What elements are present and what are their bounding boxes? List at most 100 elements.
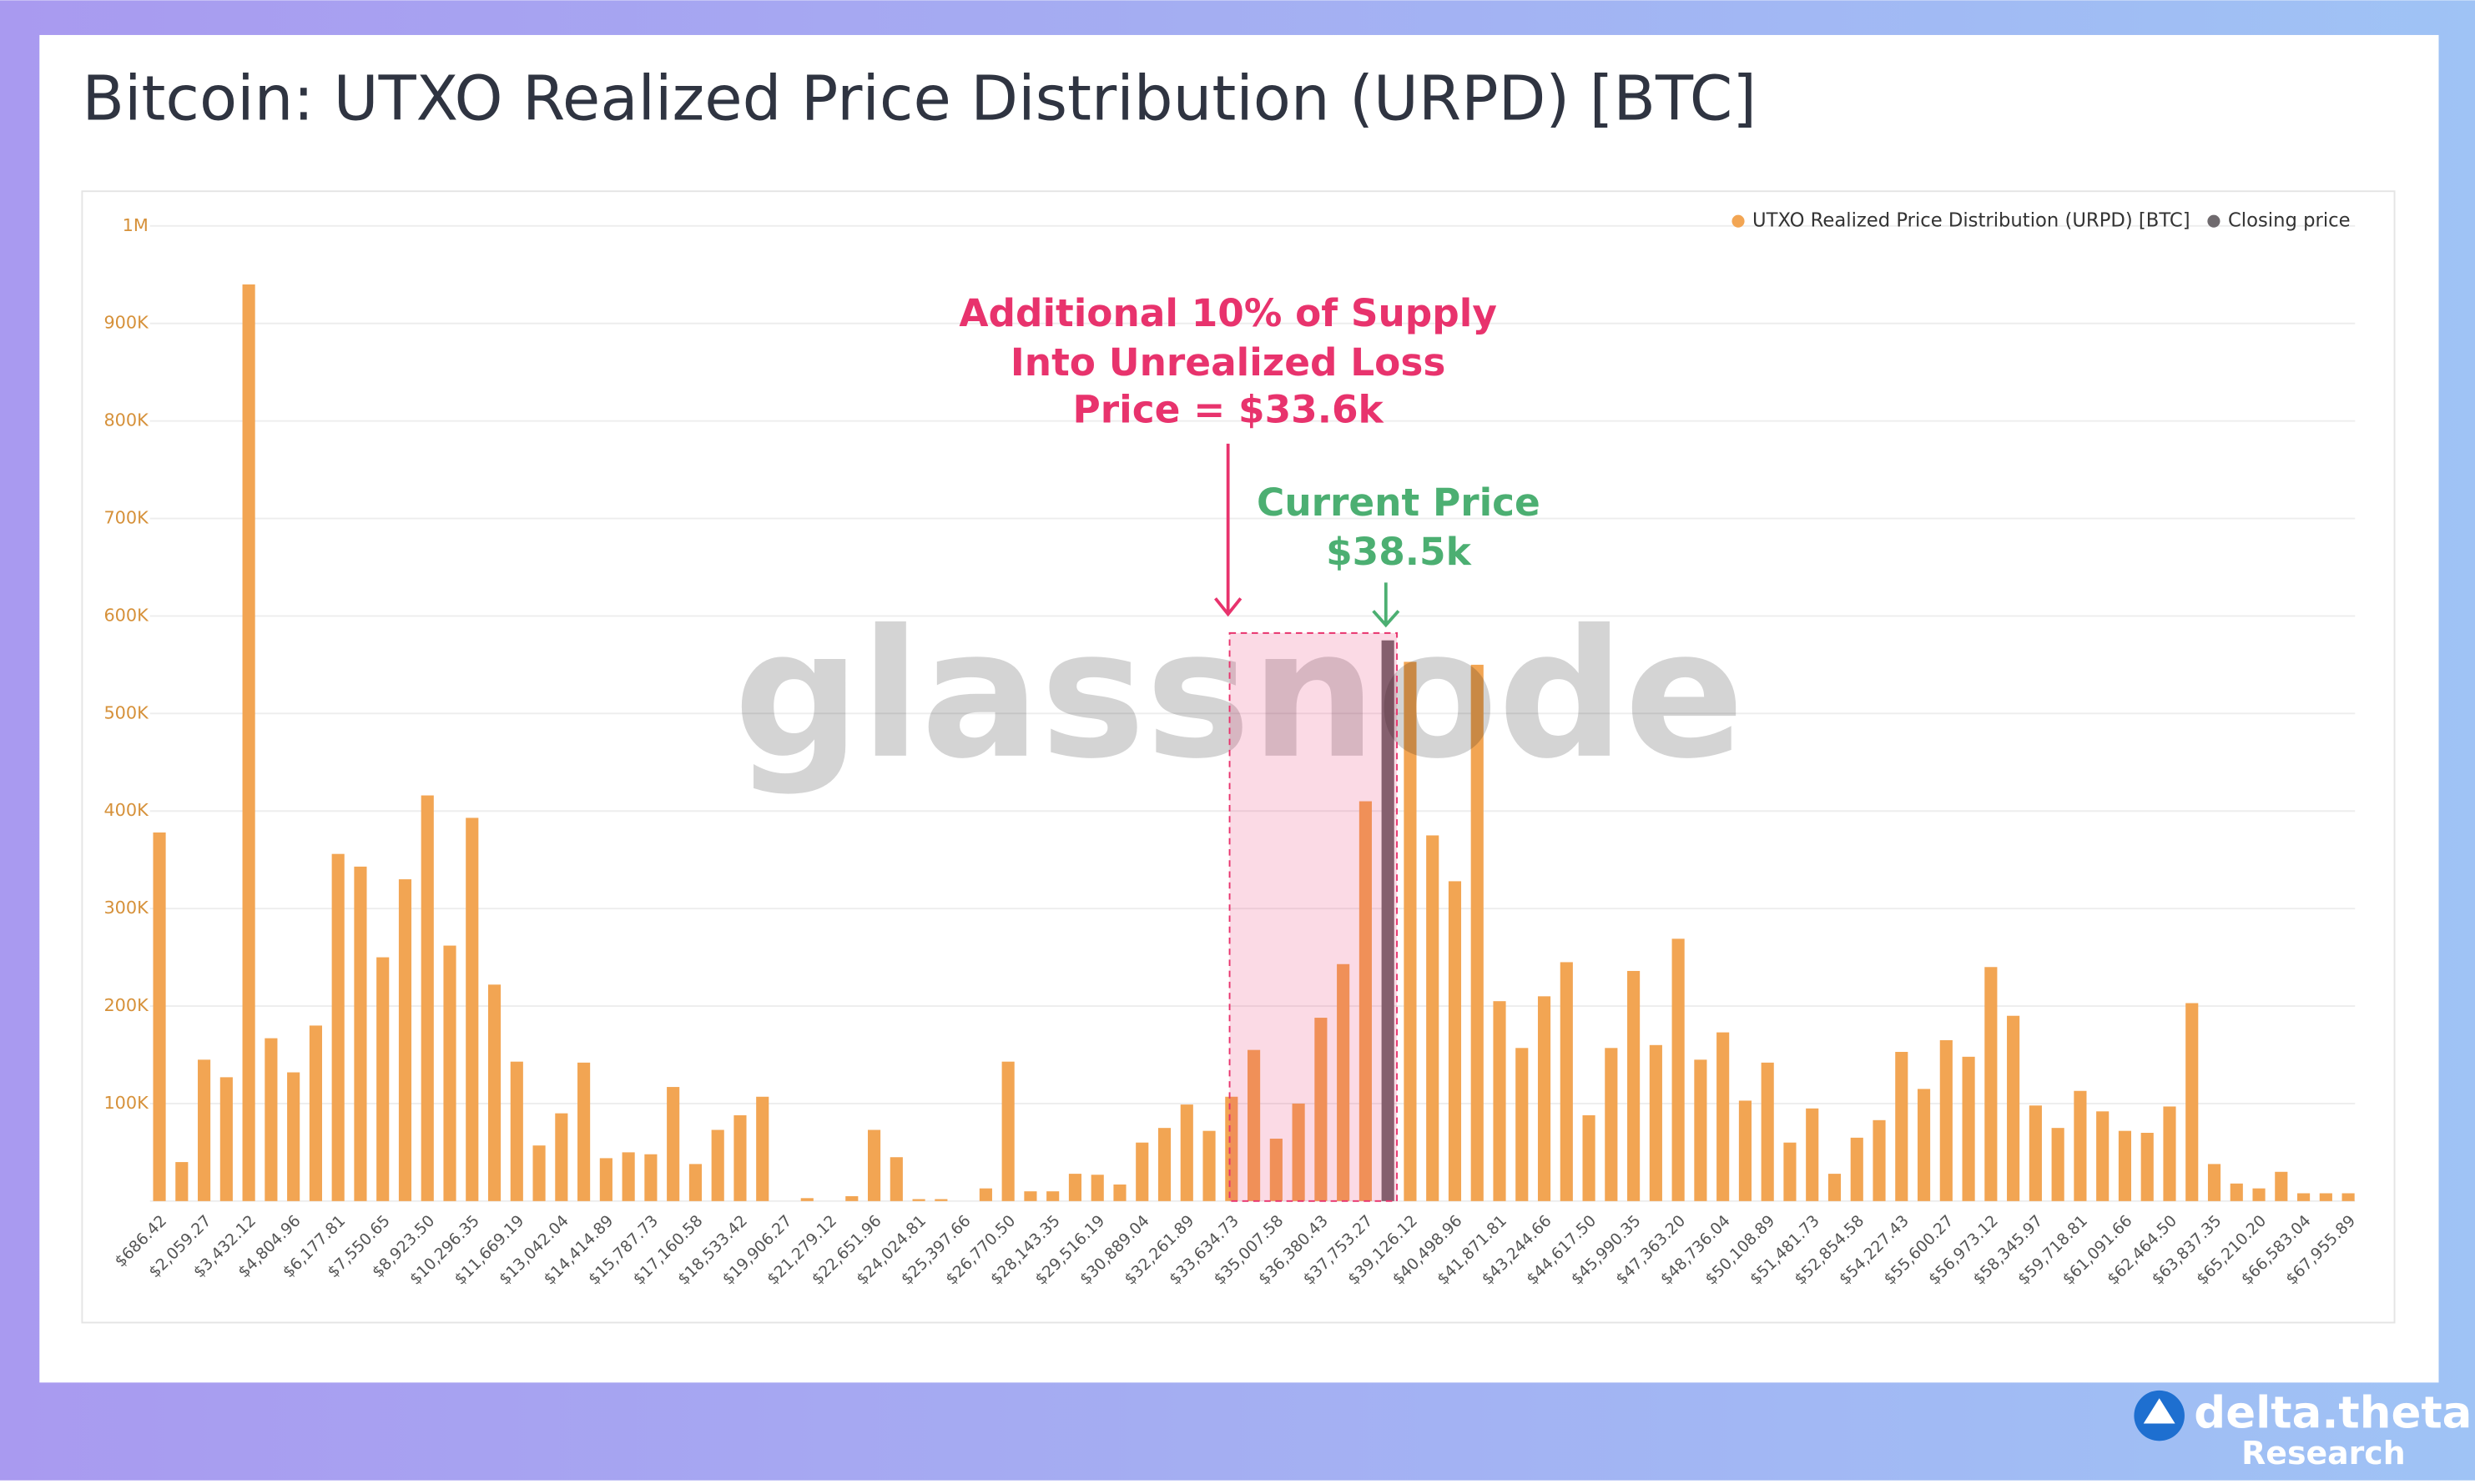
logo-icon: [2143, 1398, 2175, 1424]
y-tick-label: 900K: [103, 313, 149, 333]
bar: [1470, 664, 1484, 1201]
bar: [2252, 1188, 2266, 1201]
y-tick-label: 500K: [103, 702, 149, 722]
bar: [1381, 640, 1394, 1201]
annotation: Additional 10% of Supply: [959, 291, 1497, 335]
bar: [1627, 970, 1641, 1201]
bar: [1738, 1100, 1752, 1201]
bar: [845, 1195, 859, 1201]
bar: [2118, 1130, 2132, 1201]
bar: [510, 1061, 523, 1201]
bar: [2275, 1171, 2288, 1201]
bar: [1046, 1191, 1060, 1201]
bar: [2207, 1164, 2221, 1201]
bar: [912, 1199, 925, 1201]
annotation: Into Unrealized Loss: [1011, 340, 1445, 385]
bar: [1560, 962, 1573, 1201]
bar: [1157, 1128, 1172, 1201]
bar: [421, 795, 434, 1201]
bar: [599, 1158, 612, 1201]
bar: [1202, 1130, 1216, 1201]
bar: [2096, 1111, 2110, 1201]
y-tick-label: 300K: [103, 898, 149, 918]
bar: [1024, 1191, 1037, 1201]
bar: [644, 1154, 658, 1201]
bar: [733, 1114, 747, 1201]
bar: [354, 866, 367, 1201]
bar: [1404, 662, 1417, 1201]
y-tick-label: 600K: [103, 605, 149, 625]
y-tick-label: 200K: [103, 995, 149, 1015]
highlight-region: [1228, 631, 1398, 1202]
bar: [935, 1199, 948, 1201]
bar: [1962, 1056, 1975, 1201]
bar: [398, 879, 412, 1201]
bar: [1850, 1137, 1863, 1201]
plot-frame: [81, 190, 2396, 1324]
annotation: Current Price: [1257, 480, 1540, 525]
bar: [2163, 1106, 2176, 1201]
brand-subtitle: Research: [2241, 1435, 2406, 1471]
logo: delta.theta Research: [2134, 1388, 2472, 1471]
annotation: $38.5k: [1326, 530, 1473, 574]
watermark: glassnode: [733, 591, 1744, 797]
bar: [1136, 1142, 1149, 1201]
y-tick-label: 800K: [103, 410, 149, 430]
bar: [466, 817, 479, 1201]
bar: [1783, 1142, 1797, 1201]
bar: [1895, 1051, 1908, 1201]
bar: [1806, 1108, 1819, 1201]
chart-title: Bitcoin: UTXO Realized Price Distributio…: [82, 63, 1757, 134]
bar: [1671, 938, 1685, 1201]
legend-label: Closing price: [2228, 210, 2351, 232]
brand-name: delta.theta: [2194, 1388, 2472, 1439]
bar: [2029, 1105, 2042, 1201]
bar: [1716, 1032, 1730, 1201]
bar: [1761, 1062, 1774, 1201]
bar: [1984, 967, 1998, 1201]
bar: [376, 957, 390, 1201]
bar: [1113, 1184, 1127, 1201]
bar: [2319, 1193, 2332, 1201]
bar: [1605, 1048, 1618, 1201]
bar: [2341, 1193, 2355, 1201]
bar: [800, 1198, 814, 1201]
bar: [532, 1145, 546, 1201]
y-tick-label: 1M: [123, 215, 149, 235]
bar: [1917, 1089, 1931, 1201]
bar: [1939, 1039, 1953, 1201]
bar: [1537, 996, 1551, 1201]
arrow: [1372, 582, 1400, 628]
bar: [1649, 1044, 1662, 1201]
bar: [443, 945, 456, 1201]
bar: [1292, 1103, 1305, 1201]
bar: [2051, 1128, 2064, 1201]
bar: [867, 1129, 881, 1201]
bar: [1269, 1139, 1283, 1201]
bar: [331, 853, 345, 1201]
arrow: [1214, 443, 1243, 617]
bar: [1426, 835, 1439, 1201]
bar: [1827, 1174, 1842, 1201]
y-tick-label: 400K: [103, 800, 149, 820]
bar: [1091, 1175, 1104, 1201]
bar: [219, 1077, 233, 1201]
bar: [1225, 1096, 1238, 1201]
bar: [2007, 1015, 2020, 1201]
bar: [1873, 1119, 1886, 1201]
bar: [175, 1162, 189, 1201]
bar: [2185, 1003, 2199, 1201]
y-tick-label: 100K: [103, 1093, 149, 1113]
bar: [242, 284, 255, 1201]
bar: [265, 1038, 278, 1201]
bar: [487, 984, 502, 1201]
legend: Closing price UTXO Realized Price Distrib…: [1731, 210, 2351, 232]
bar: [756, 1096, 769, 1201]
bar: [1515, 1048, 1529, 1201]
bar: [2297, 1193, 2311, 1201]
bar: [1314, 1018, 1328, 1201]
y-tick-label: 700K: [103, 508, 149, 528]
bar: [1694, 1059, 1707, 1201]
